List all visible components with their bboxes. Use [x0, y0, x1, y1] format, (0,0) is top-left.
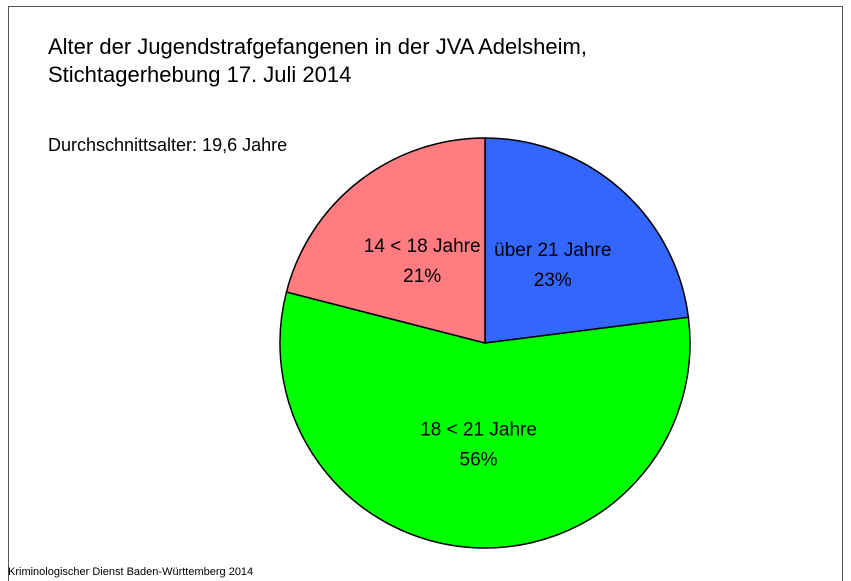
title-line: Stichtagerhebung 17. Juli 2014 [48, 62, 351, 87]
slice-label: über 21 Jahre [494, 240, 611, 261]
slice-value: 21% [403, 266, 441, 287]
pie-slice [285, 137, 486, 344]
frame [8, 6, 843, 581]
slice-label: 14 < 18 Jahre [364, 236, 481, 257]
source: Kriminologischer Dienst Baden-Württember… [8, 566, 253, 578]
slice-value: 23% [534, 270, 572, 291]
slice-label: 18 < 21 Jahre [420, 419, 537, 440]
pie-slice [279, 291, 691, 549]
title-line: Alter der Jugendstrafgefangenen in der J… [48, 34, 587, 59]
slice-value: 56% [460, 449, 498, 470]
pie-slice [484, 137, 690, 344]
annotation: Durchschnittsalter: 19,6 Jahre [48, 135, 287, 155]
